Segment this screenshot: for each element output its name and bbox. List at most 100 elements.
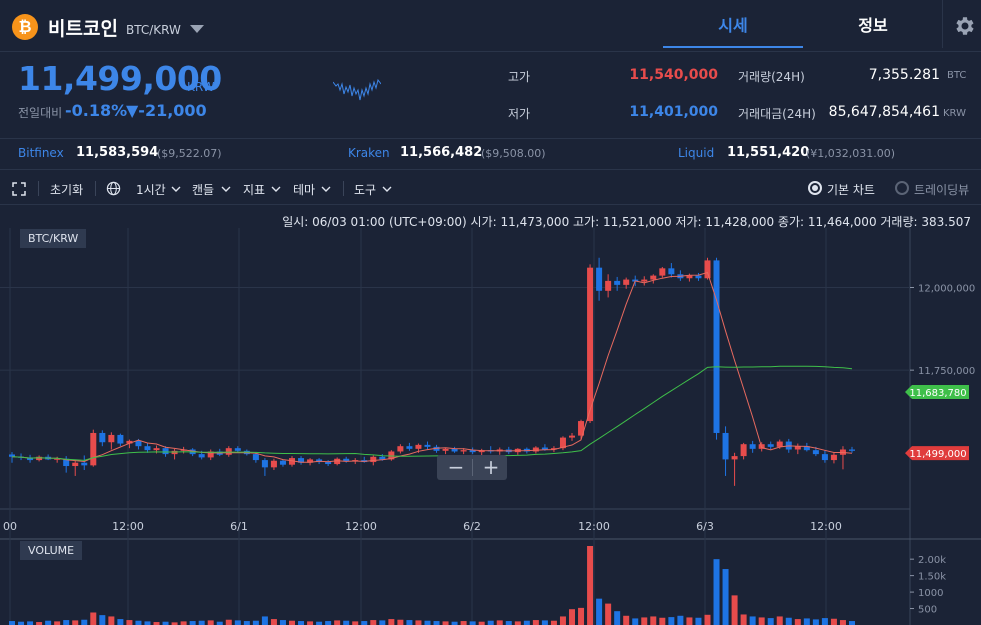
chevron-down-icon [221, 186, 231, 192]
ma-price-tag-label: 11,683,780 [909, 388, 966, 399]
zoom-out-button[interactable]: − [447, 455, 465, 479]
tradingview-radio[interactable] [895, 181, 909, 195]
candle-body [605, 280, 612, 291]
volume-bar [108, 616, 115, 625]
candle-body [388, 451, 395, 460]
candle-body [668, 268, 675, 275]
candle-body [198, 454, 205, 458]
candle-body [153, 448, 160, 451]
volume-bar [641, 617, 648, 625]
candle-body [90, 432, 97, 466]
price-currency: KRW [187, 80, 215, 94]
candle-body [469, 450, 476, 453]
volume-bar [90, 612, 97, 625]
candle-body [162, 448, 169, 455]
candle-body [541, 447, 548, 450]
volume-tick-label: 2.00k [918, 555, 946, 566]
x-tick-label: 12:00 [112, 520, 144, 533]
volume-bar [352, 621, 359, 625]
change-amount: ▼-21,000 [126, 101, 207, 120]
volume-bar [821, 618, 828, 625]
x-tick-label: 12:00 [345, 520, 377, 533]
candle-body [316, 459, 323, 463]
volume-bar [830, 618, 837, 625]
candle-dropdown[interactable]: 캔들 [192, 183, 215, 197]
volume-bar [27, 621, 34, 625]
tools-dropdown[interactable]: 도구 [354, 183, 377, 197]
volume-bar [785, 617, 792, 625]
exchange-usd-liquid: (¥1,032,031.00) [806, 147, 896, 160]
header [0, 0, 981, 52]
volume-bar [569, 609, 575, 625]
candle-body [307, 459, 314, 463]
candle-body [72, 462, 79, 467]
reset-button[interactable]: 초기화 [50, 183, 84, 197]
volume-bar [99, 615, 106, 625]
volume-bar [686, 617, 693, 625]
globe-icon[interactable] [106, 181, 121, 196]
volume-bar [234, 620, 241, 625]
zoom-divider [472, 459, 473, 476]
candle-body [686, 275, 693, 279]
indicator-dropdown[interactable]: 지표 [243, 183, 266, 197]
candle-body [532, 447, 539, 452]
candle-body [550, 448, 557, 450]
volume-bar [794, 619, 801, 625]
tradingview-label[interactable]: 트레이딩뷰 [914, 183, 970, 197]
volume-bar [270, 619, 277, 625]
fullscreen-icon[interactable] [12, 182, 26, 196]
candle-body [81, 462, 88, 466]
candle-body [252, 454, 259, 461]
volume-bar [740, 614, 747, 625]
interval-dropdown[interactable]: 1시간 [136, 183, 166, 197]
candle-body [695, 275, 702, 279]
coin-pair[interactable]: BTC/KRW [126, 23, 181, 37]
basic-chart-radio[interactable] [808, 181, 822, 195]
volume-bar [316, 621, 323, 625]
basic-chart-label[interactable]: 기본 차트 [827, 183, 875, 197]
chevron-down-icon [271, 186, 281, 192]
tab-info[interactable]: 정보 [858, 16, 888, 35]
coin-name[interactable]: 비트코인 [48, 18, 118, 40]
chevron-down-icon [382, 186, 392, 192]
candle-body [370, 456, 377, 463]
volume-bar [153, 622, 160, 625]
gear-icon[interactable] [953, 14, 977, 38]
volume-bar [18, 621, 25, 625]
exchange-name-liquid: Liquid [678, 146, 715, 160]
high-value: 11,540,000 [629, 67, 718, 83]
candle-body [704, 260, 711, 279]
volume-bar [307, 621, 314, 625]
candle-body [830, 454, 837, 461]
volume-bar [361, 621, 368, 625]
tab-market[interactable]: 시세 [663, 0, 803, 48]
exchange-usd-bitfinex: ($9,522.07) [157, 147, 222, 160]
volume-bar [487, 620, 494, 625]
chevron-down-icon [321, 186, 331, 192]
volume-bar [749, 616, 756, 625]
candle-body [803, 446, 810, 451]
candle-body [821, 454, 828, 461]
toolbar-divider [38, 181, 39, 196]
volume-bar [198, 620, 205, 625]
volume-bar [541, 620, 548, 625]
zoom-in-button[interactable]: + [482, 455, 500, 479]
candle-body [650, 275, 657, 280]
x-tick-label: 00 [3, 520, 17, 533]
x-tick-label: 6/2 [463, 520, 481, 533]
exchange-usd-kraken: ($9,508.00) [481, 147, 546, 160]
volume-bar [776, 616, 783, 625]
candle-body [406, 446, 413, 449]
volume-bar [578, 607, 585, 625]
exchange-price-liquid: 11,551,420 [727, 145, 810, 160]
volume-label: 거래량(24H) [738, 70, 805, 84]
volume-bar [451, 621, 458, 625]
volume-bar [144, 621, 151, 625]
price-chart[interactable]: 00 12:00 6/1 12:00 6/2 12:00 6/3 12:00 12,000,00… [0, 228, 981, 625]
value-label: 거래대금(24H) [738, 107, 816, 121]
volume-bar [523, 620, 530, 625]
chevron-down-icon[interactable] [190, 25, 204, 33]
candle-body [451, 448, 458, 452]
theme-dropdown[interactable]: 테마 [293, 183, 316, 197]
volume-bar [532, 620, 539, 625]
